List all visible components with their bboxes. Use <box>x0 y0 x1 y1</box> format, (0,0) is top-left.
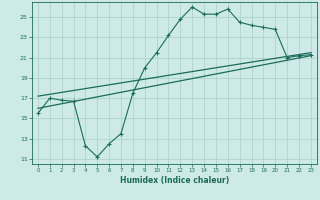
X-axis label: Humidex (Indice chaleur): Humidex (Indice chaleur) <box>120 176 229 185</box>
